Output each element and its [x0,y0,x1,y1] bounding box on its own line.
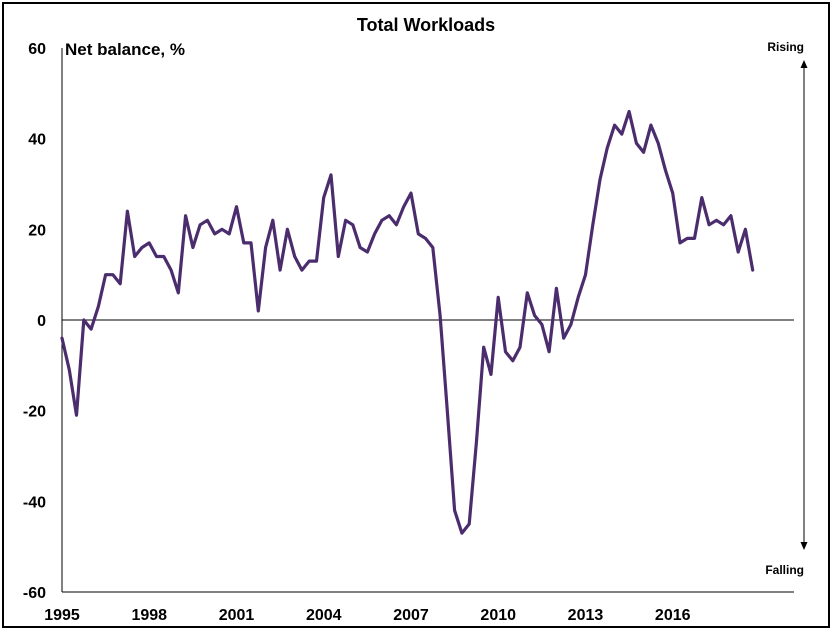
x-tick-label: 1998 [131,607,167,624]
x-tick-label: 2004 [306,607,342,624]
rising-annotation: Rising [767,40,804,54]
series-line [60,109,755,535]
y-tick-label: -20 [23,404,46,421]
x-tick-label: 2016 [655,607,691,624]
y-tick-label: 0 [37,313,46,330]
x-tick-label: 1995 [44,607,80,624]
y-tick-labels: -60 -40 -20 0 20 40 60 [23,41,46,602]
x-tick-label: 2007 [393,607,429,624]
series-layer [60,109,755,535]
arrow-down-head [800,542,808,550]
y-tick-label: -60 [23,585,46,602]
axes [61,48,794,593]
x-tick-label: 2013 [568,607,604,624]
x-tick-label: 2001 [219,607,255,624]
y-tick-label: 20 [28,222,46,239]
y-tick-label: 60 [28,41,46,58]
y-tick-label: 40 [28,132,46,149]
arrow-up-head [800,60,808,68]
line-chart: Total Workloads Net balance, % Rising Fa… [23,15,808,624]
y-axis-label: Net balance, % [65,40,185,59]
falling-annotation: Falling [765,563,804,577]
direction-arrow [800,60,808,550]
x-tick-labels: 1995 1998 2001 2004 2007 2010 2013 2016 [44,607,690,624]
chart-title: Total Workloads [357,15,495,35]
y-tick-label: -40 [23,494,46,511]
x-tick-label: 2010 [480,607,516,624]
